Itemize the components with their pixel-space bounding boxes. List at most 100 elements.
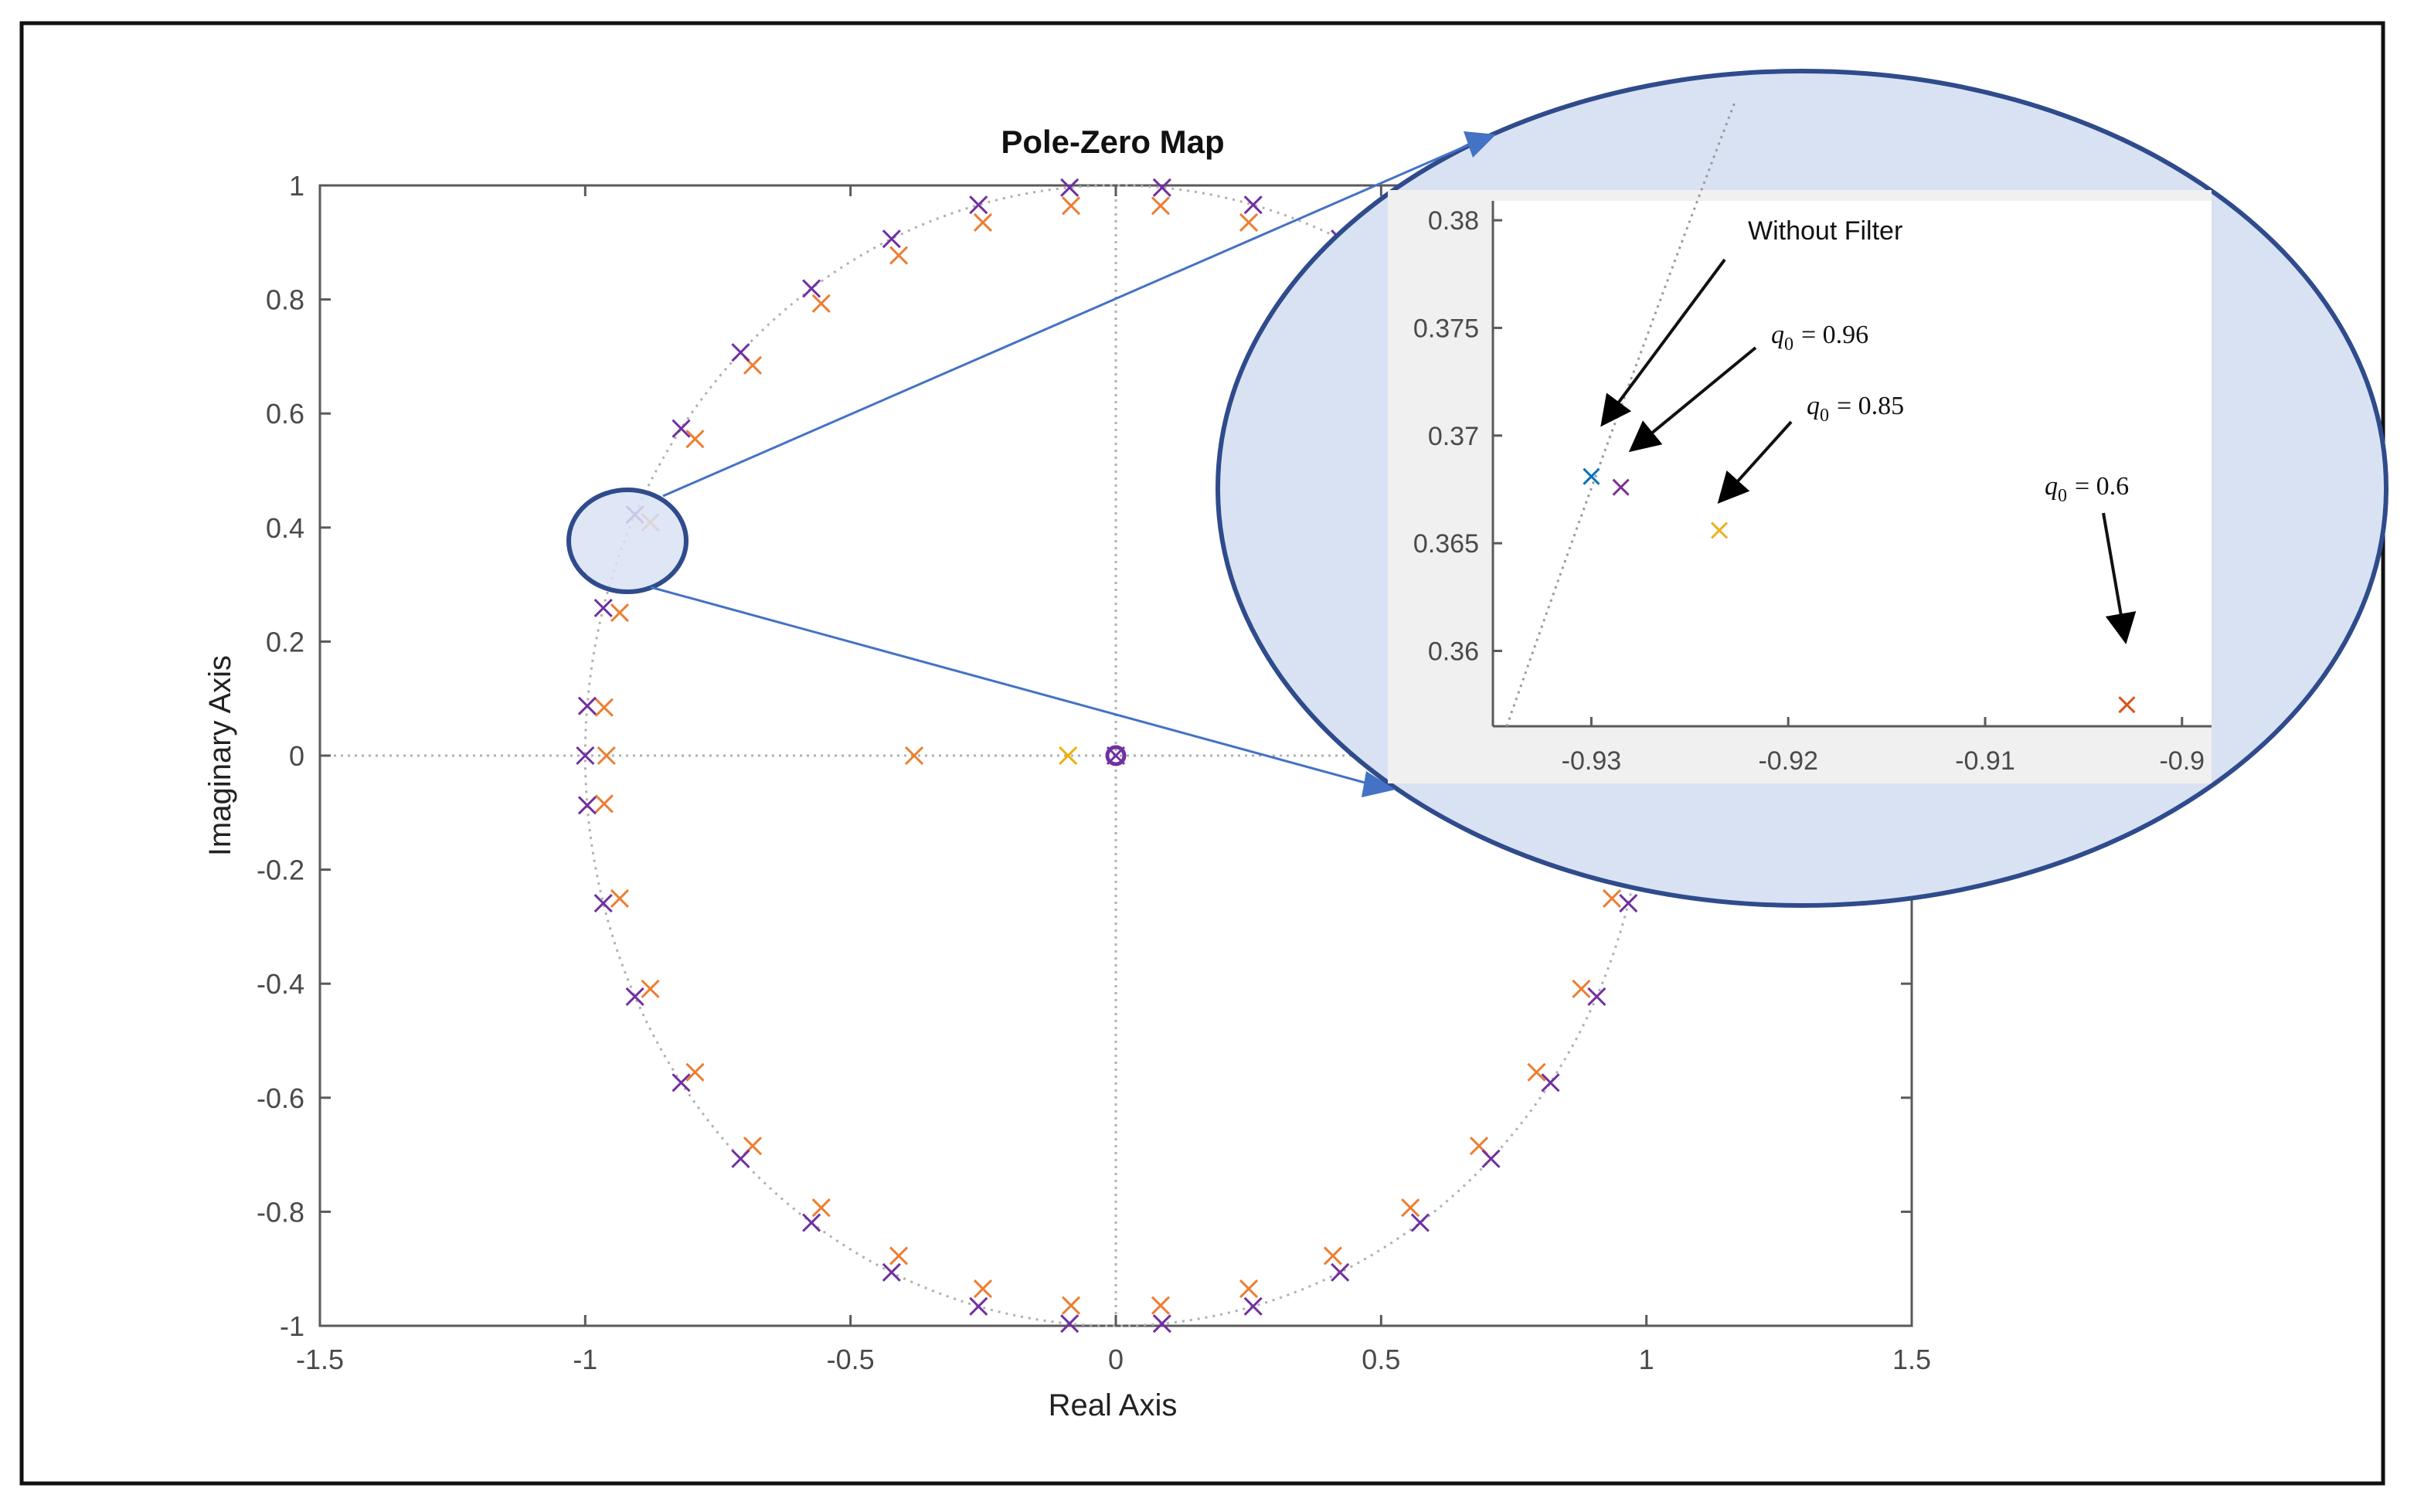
pole-marker <box>1331 1262 1350 1282</box>
pole-marker <box>731 1149 750 1168</box>
pole-marker <box>882 1262 901 1282</box>
x-tick-label: 1.5 <box>1892 1344 1931 1375</box>
pole-marker <box>594 794 614 814</box>
pole-marker <box>1060 1314 1080 1334</box>
inset-x-tick-label: -0.92 <box>1758 746 1818 776</box>
pole-marker <box>1060 178 1080 197</box>
pole-marker <box>625 987 644 1006</box>
annotation-without-filter-arrow <box>1600 258 1726 427</box>
pole-marker <box>969 195 988 215</box>
y-tick-label: 1 <box>289 170 304 202</box>
y-tick-label: -0.4 <box>257 968 304 1000</box>
pole-marker <box>1527 1062 1546 1082</box>
pole-marker <box>973 212 993 233</box>
y-tick-label: 0 <box>289 740 304 772</box>
pole-marker <box>882 229 901 249</box>
x-tick-label: 0 <box>1108 1344 1124 1375</box>
figure-border <box>19 21 2385 1486</box>
pole-marker <box>685 1062 705 1082</box>
pole-marker <box>1062 1296 1081 1315</box>
pole-marker <box>1587 987 1606 1006</box>
inset-pole-marker <box>2118 696 2136 714</box>
x-tick-label: -1.5 <box>296 1344 344 1375</box>
pole-marker <box>1151 1296 1170 1315</box>
pole-marker <box>1619 893 1638 913</box>
pole-marker <box>1239 212 1259 233</box>
inset-y-tick-label: 0.37 <box>1428 422 1479 451</box>
pole-marker <box>641 979 660 998</box>
inset-y-tick-label: 0.38 <box>1428 206 1479 236</box>
annotation-q096-label: q0 = 0.96 <box>1771 321 1868 355</box>
annotation-without-filter: Without Filter <box>1600 216 1902 427</box>
pole-marker <box>889 1246 909 1266</box>
pole-marker <box>1243 1296 1263 1316</box>
chart-title: Pole-Zero Map <box>1001 124 1224 160</box>
pole-marker <box>1572 979 1591 998</box>
pole-marker <box>811 294 831 313</box>
x-tick-label: 1 <box>1639 1344 1654 1375</box>
pole-marker <box>685 430 705 449</box>
pole-marker <box>577 696 597 715</box>
pole-marker <box>1541 1073 1560 1092</box>
pole-marker <box>672 419 691 438</box>
pole-marker <box>905 746 924 766</box>
pole-marker <box>1152 1314 1171 1334</box>
pole-marker <box>1151 196 1170 216</box>
pole-marker <box>610 889 630 908</box>
y-tick-label: -0.2 <box>257 855 304 886</box>
pole-marker <box>973 1279 993 1299</box>
pole-marker <box>672 1073 691 1092</box>
pole-marker <box>593 893 613 913</box>
annotation-q06: q0 = 0.6 <box>2045 472 2137 644</box>
pole-marker <box>731 343 750 362</box>
zoom-connector-bottom-arrowhead <box>1362 771 1396 797</box>
y-tick-label: -0.6 <box>257 1082 304 1114</box>
pole-marker <box>1481 1149 1501 1168</box>
inset-x-tick-label: -0.91 <box>1955 746 2015 776</box>
pole-marker <box>576 746 595 766</box>
inset-plot-area <box>1493 201 2212 726</box>
inset-y-tick-label: 0.365 <box>1413 529 1479 559</box>
inset-pole-marker <box>1612 478 1630 496</box>
pole-marker <box>811 1198 831 1218</box>
pole-marker <box>1239 1279 1259 1299</box>
inset-x-tick-label: -0.9 <box>2159 746 2205 776</box>
zoom-source-circle <box>566 488 688 594</box>
x-tick-label: -1 <box>573 1344 597 1375</box>
inset-pole-marker <box>1710 522 1729 539</box>
annotation-q085-arrow <box>1717 420 1793 504</box>
y-tick-label: 0.4 <box>266 512 304 544</box>
zoom-connector-top <box>662 138 1483 498</box>
annotation-q06-arrow <box>2102 512 2137 644</box>
pole-marker <box>1401 1198 1420 1218</box>
y-tick-label: 0.8 <box>266 284 304 316</box>
pole-marker <box>802 279 821 298</box>
inset-y-tick-label: 0.36 <box>1428 637 1479 666</box>
zoom-connector-top-arrowhead <box>1464 131 1496 158</box>
zero-marker <box>1105 745 1127 766</box>
pole-marker <box>1323 1246 1342 1266</box>
pole-marker <box>802 1213 821 1232</box>
pole-marker <box>1243 195 1263 215</box>
annotation-q085: q0 = 0.85 <box>1717 392 1904 504</box>
y-tick-label: -0.8 <box>257 1196 304 1228</box>
pole-marker <box>577 796 597 815</box>
pole-marker <box>610 603 630 623</box>
tick-layer: -1.5 -1 -0.5 0 0.5 1 1.5-1-0.8-0.6-0.4-0.200.2… <box>257 170 1931 1375</box>
pole-marker <box>1602 889 1622 908</box>
pole-marker <box>594 698 614 717</box>
x-tick-label: -0.5 <box>827 1344 875 1375</box>
pole-marker <box>593 598 613 618</box>
inset-x-tick-label: -0.93 <box>1562 746 1622 776</box>
y-tick-label: 0.2 <box>266 626 304 657</box>
y-tick-label: 0.6 <box>266 398 304 430</box>
pole-marker <box>1059 746 1078 766</box>
annotation-q096-arrow <box>1628 346 1757 453</box>
pole-marker <box>597 746 616 766</box>
annotation-q085-label: q0 = 0.85 <box>1807 392 1904 426</box>
annotation-q096: q0 = 0.96 <box>1628 321 1868 453</box>
pole-marker <box>1152 178 1171 197</box>
inset-pole-marker <box>1583 467 1600 485</box>
y-axis-label: Imaginary Axis <box>203 655 237 856</box>
